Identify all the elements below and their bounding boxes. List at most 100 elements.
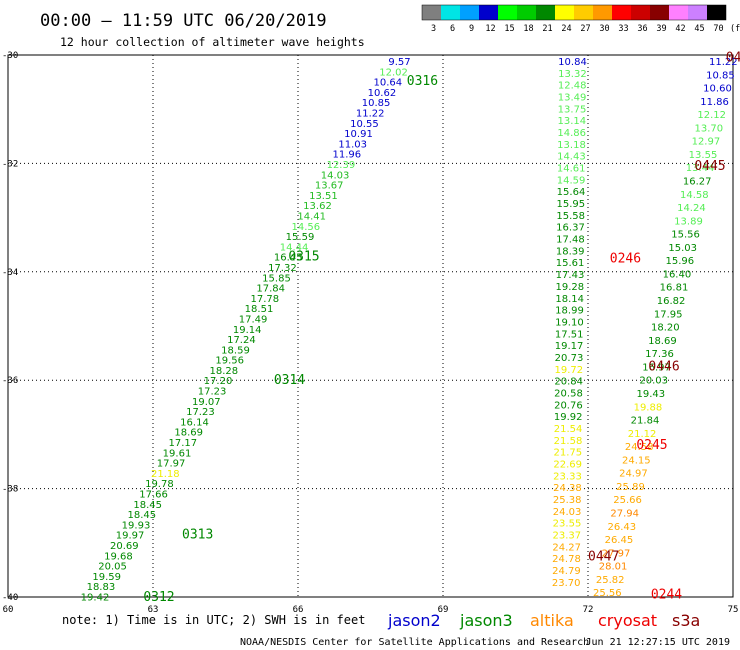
colorbar-swatch bbox=[669, 5, 688, 20]
wave-height-label: 19.28 bbox=[555, 282, 584, 293]
colorbar-label: 24 bbox=[561, 24, 571, 34]
wave-height-label: 14.56 bbox=[291, 222, 320, 233]
wave-height-label: 25.66 bbox=[613, 495, 642, 506]
wave-height-label: 11.03 bbox=[338, 139, 367, 150]
x-tick-label: 63 bbox=[148, 605, 159, 615]
colorbar-swatch bbox=[498, 5, 517, 20]
pass-time-label: 0445 bbox=[694, 159, 725, 174]
wave-height-label: 11.22 bbox=[709, 57, 738, 68]
wave-height-label: 19.97 bbox=[116, 531, 145, 542]
colorbar-swatch bbox=[650, 5, 669, 20]
colorbar-swatch bbox=[536, 5, 555, 20]
colorbar-label: 6 bbox=[450, 24, 455, 34]
wave-height-label: 18.69 bbox=[174, 428, 203, 439]
wave-height-label: 21.84 bbox=[631, 416, 660, 427]
wave-height-label: 20.73 bbox=[555, 353, 584, 364]
wave-height-label: 16.27 bbox=[683, 177, 712, 188]
wave-height-label: 13.51 bbox=[309, 191, 338, 202]
colorbar-label: 33 bbox=[618, 24, 628, 34]
colorbar-label: 70 bbox=[713, 24, 723, 34]
pass-time-label: 04 bbox=[726, 51, 740, 66]
pass-time-label: 0314 bbox=[274, 373, 305, 388]
x-tick-label: 60 bbox=[3, 605, 14, 615]
wave-height-label: 19.68 bbox=[104, 551, 133, 562]
wave-height-label: 13.75 bbox=[558, 104, 587, 115]
y-tick-label: -36 bbox=[2, 376, 18, 386]
wave-height-label: 17.84 bbox=[256, 284, 285, 295]
y-tick-label: -38 bbox=[2, 485, 18, 495]
wave-height-label: 12.39 bbox=[327, 160, 356, 171]
wave-height-label: 13.62 bbox=[303, 201, 332, 212]
pass-time-label: 0246 bbox=[610, 251, 641, 266]
wave-height-tracks: 9.5712.0210.6410.6210.8511.2210.5510.911… bbox=[81, 57, 738, 604]
colorbar-swatch bbox=[612, 5, 631, 20]
wave-height-label: 12.12 bbox=[697, 110, 726, 121]
wave-height-label: 23.33 bbox=[553, 471, 582, 482]
wave-height-label: 16.40 bbox=[663, 270, 692, 281]
wave-height-label: 21.58 bbox=[554, 436, 583, 447]
wave-height-label: 9.57 bbox=[388, 57, 410, 68]
wave-height-label: 19.78 bbox=[145, 479, 174, 490]
legend-entry: jason3 bbox=[459, 611, 513, 630]
wave-height-label: 14.24 bbox=[677, 203, 706, 214]
wave-height-label: 18.69 bbox=[648, 336, 677, 347]
wave-height-label: 17.66 bbox=[139, 490, 168, 501]
wave-height-label: 14.58 bbox=[680, 190, 709, 201]
wave-height-label: 17.48 bbox=[556, 235, 585, 246]
colorbar-label: 3 bbox=[431, 24, 436, 34]
colorbar-label: 45 bbox=[694, 24, 704, 34]
wave-height-label: 12.97 bbox=[692, 137, 721, 148]
axis-ticks: 60 63 66 69 72 75 -30 -32 -34 -36 -38 -40 bbox=[2, 51, 738, 615]
wave-height-label: 14.41 bbox=[297, 212, 326, 223]
wave-height-label: 19.17 bbox=[555, 341, 584, 352]
colorbar-swatch bbox=[555, 5, 574, 20]
wave-height-label: 20.58 bbox=[554, 389, 583, 400]
wave-height-label: 16.82 bbox=[657, 296, 686, 307]
wave-height-label: 18.99 bbox=[555, 306, 584, 317]
colorbar-swatch bbox=[479, 5, 498, 20]
wave-height-label: 24.15 bbox=[622, 455, 651, 466]
wave-height-label: 17.36 bbox=[645, 349, 674, 360]
wave-height-label: 23.37 bbox=[552, 531, 581, 542]
wave-height-label: 10.55 bbox=[350, 119, 379, 130]
wave-height-label: 18.45 bbox=[133, 500, 162, 511]
footer-timestamp: Jun 21 12:27:15 UTC 2019 bbox=[586, 637, 731, 648]
colorbar-swatch bbox=[631, 5, 650, 20]
colorbar-label: 12 bbox=[485, 24, 495, 34]
colorbar-label: 9 bbox=[469, 24, 474, 34]
y-tick-label: -32 bbox=[2, 159, 18, 169]
wave-height-label: 24.97 bbox=[619, 469, 648, 480]
wave-height-label: 13.14 bbox=[557, 116, 586, 127]
wave-height-label: 18.20 bbox=[651, 323, 680, 334]
wave-height-label: 15.85 bbox=[262, 273, 291, 284]
wave-height-label: 14.44 bbox=[280, 242, 309, 253]
wave-height-label: 15.96 bbox=[665, 256, 694, 267]
wave-height-label: 13.89 bbox=[674, 216, 703, 227]
wave-height-label: 14.86 bbox=[557, 128, 586, 139]
pass-time-label: 0447 bbox=[588, 549, 619, 564]
wave-height-label: 24.27 bbox=[552, 542, 581, 553]
wave-height-label: 14.61 bbox=[557, 164, 586, 175]
colorbar-label: 36 bbox=[637, 24, 647, 34]
colorbar-swatch bbox=[593, 5, 612, 20]
colorbar-swatch bbox=[574, 5, 593, 20]
wave-height-label: 15.03 bbox=[668, 243, 697, 254]
colorbar-swatch bbox=[422, 5, 441, 20]
pass-time-labels: 0316 0315 0314 0313 0312 0246 0245 0244 0447 0446… bbox=[143, 51, 740, 605]
wave-height-label: 15.64 bbox=[557, 187, 586, 198]
wave-height-label: 18.59 bbox=[221, 345, 250, 356]
wave-height-label: 18.51 bbox=[245, 304, 274, 315]
wave-height-label: 17.24 bbox=[227, 335, 256, 346]
wave-height-label: 16.37 bbox=[556, 223, 585, 234]
wave-height-label: 19.56 bbox=[215, 356, 244, 367]
wave-height-label: 16.45 bbox=[274, 253, 303, 264]
wave-height-label: 20.69 bbox=[110, 541, 139, 552]
wave-height-label: 15.61 bbox=[556, 258, 585, 269]
colorbar-label: 18 bbox=[523, 24, 533, 34]
wave-height-label: 13.67 bbox=[315, 181, 344, 192]
wave-height-label: 27.97 bbox=[602, 548, 631, 559]
wave-height-label: 17.32 bbox=[268, 263, 297, 274]
wave-height-label: 18.28 bbox=[209, 366, 238, 377]
